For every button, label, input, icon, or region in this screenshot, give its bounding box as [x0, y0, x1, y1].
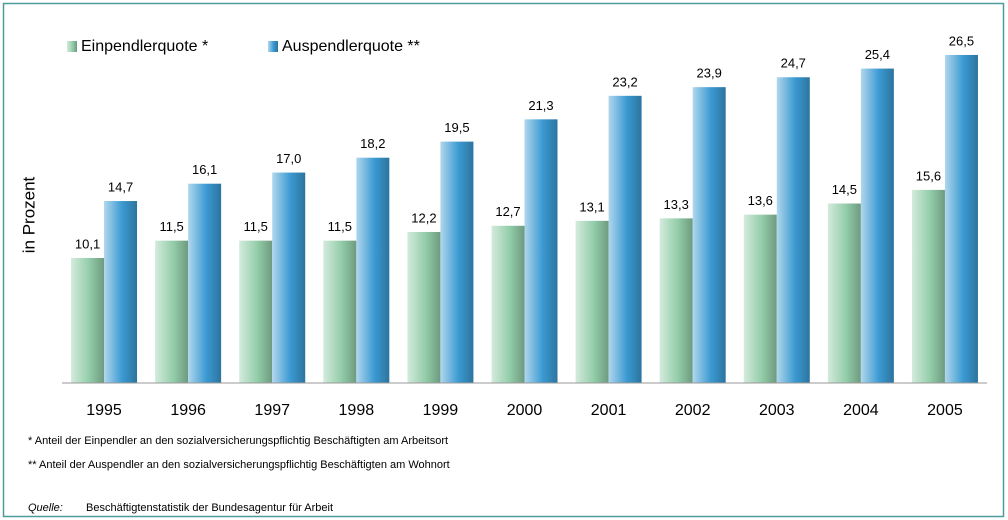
- bar: [440, 141, 474, 383]
- bar: [692, 87, 726, 383]
- data-label: 11,5: [328, 219, 352, 234]
- data-label: 23,9: [697, 66, 722, 81]
- data-label: 17,0: [276, 151, 301, 166]
- x-tick-label: 2002: [675, 402, 711, 419]
- data-label: 24,7: [781, 56, 806, 71]
- x-tick-label: 1996: [170, 402, 206, 419]
- x-tick-label: 1997: [254, 402, 290, 419]
- legend-swatch: [67, 41, 77, 52]
- data-label: 12,7: [495, 204, 520, 219]
- data-label: 13,6: [748, 193, 773, 208]
- bar: [71, 257, 105, 383]
- x-tick-label: 2005: [927, 402, 963, 419]
- bar: [272, 172, 306, 383]
- bar: [524, 119, 558, 383]
- bar: [575, 220, 609, 383]
- data-label: 25,4: [865, 47, 890, 62]
- x-tick-label: 2001: [591, 402, 627, 419]
- legend-label: Auspendlerquote **: [282, 38, 420, 55]
- bar: [860, 68, 894, 383]
- data-label: 15,6: [916, 168, 941, 183]
- bar: [608, 95, 642, 384]
- source-label: Quelle:: [28, 502, 63, 514]
- data-label: 13,1: [579, 199, 604, 214]
- bar: [104, 201, 138, 383]
- data-label: 12,2: [411, 210, 436, 225]
- bar: [491, 225, 525, 383]
- legend-swatch: [268, 41, 278, 52]
- source: Beschäftigtenstatistik der Bundesagentur…: [86, 502, 333, 514]
- data-label: 11,5: [244, 219, 268, 234]
- data-label: 10,1: [75, 236, 100, 251]
- data-label: 16,1: [192, 162, 217, 177]
- x-tick-label: 2003: [759, 402, 795, 419]
- x-tick-label: 2000: [507, 402, 543, 419]
- data-label: 14,5: [832, 182, 857, 197]
- bar: [659, 218, 693, 383]
- data-label: 19,5: [444, 120, 469, 135]
- bar: [356, 157, 390, 383]
- legend-label: Einpendlerquote *: [81, 38, 208, 55]
- bar: [944, 54, 978, 383]
- data-label: 18,2: [360, 136, 385, 151]
- bar: [827, 203, 861, 383]
- bar: [407, 231, 441, 383]
- bar: [323, 240, 357, 383]
- data-label: 13,3: [664, 197, 689, 212]
- bar: [188, 183, 222, 383]
- x-tick-label: 2004: [843, 402, 879, 419]
- data-label: 21,3: [528, 98, 553, 113]
- footnote: * Anteil der Einpendler an den sozialver…: [28, 435, 448, 447]
- data-label: 23,2: [612, 74, 637, 89]
- y-axis-label: in Prozent: [19, 176, 38, 253]
- data-label: 14,7: [108, 179, 133, 194]
- x-tick-label: 1995: [86, 402, 122, 419]
- footnote: ** Anteil der Auspendler an den sozialve…: [28, 459, 450, 471]
- bar: [911, 189, 945, 383]
- bar: [776, 77, 810, 384]
- data-label: 11,5: [159, 219, 183, 234]
- bar: [239, 240, 273, 383]
- x-tick-label: 1999: [423, 402, 459, 419]
- x-tick-label: 1998: [339, 402, 375, 419]
- bar: [155, 240, 189, 383]
- bar: [743, 214, 777, 383]
- data-label: 26,5: [949, 33, 974, 48]
